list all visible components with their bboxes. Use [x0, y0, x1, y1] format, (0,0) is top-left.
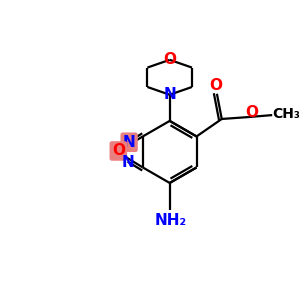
Text: N: N — [123, 135, 136, 150]
Text: O: O — [245, 105, 258, 120]
Text: N: N — [122, 155, 134, 170]
Text: NH₂: NH₂ — [154, 213, 187, 228]
Text: CH₃: CH₃ — [272, 107, 300, 121]
Text: O: O — [163, 52, 176, 67]
Text: O: O — [209, 77, 222, 92]
Text: N: N — [163, 87, 176, 102]
Text: O: O — [112, 143, 125, 158]
